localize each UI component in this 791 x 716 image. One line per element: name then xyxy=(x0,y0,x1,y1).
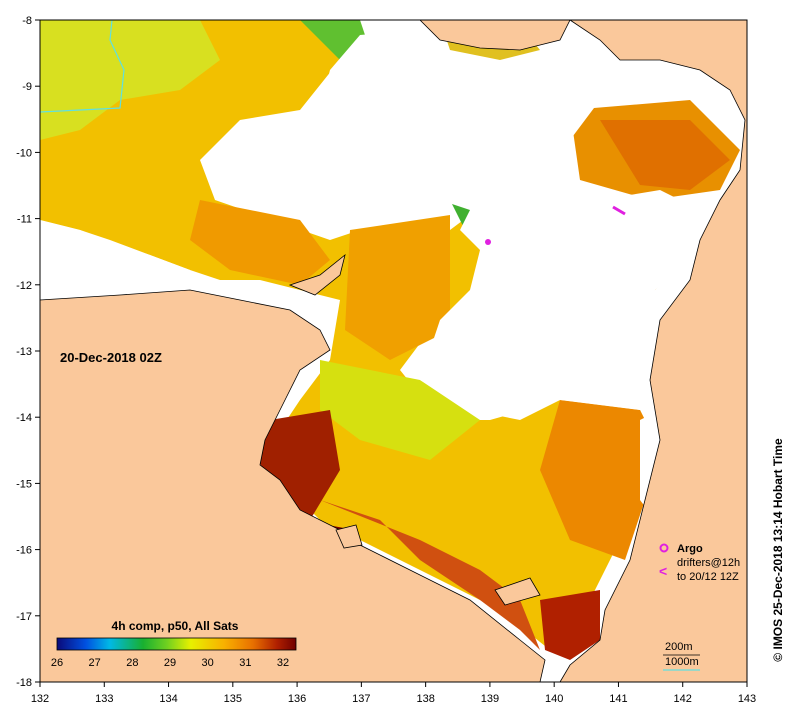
argo-float-icon xyxy=(485,239,491,245)
x-axis: 132 133 134 135 136 137 138 139 140 141 142 143 xyxy=(31,682,756,705)
y-axis: -8 -9 -10 -11 -12 -13 -14 -15 -16 -17 -18 xyxy=(16,15,40,689)
x-tick-label: 132 xyxy=(31,693,49,705)
copyright-label: © IMOS 25-Dec-2018 13:14 Hobart Time xyxy=(771,438,785,662)
legend-depth-1000: 1000m xyxy=(665,656,699,668)
y-tick-label: -10 xyxy=(16,147,32,159)
cape-york-peninsula xyxy=(559,19,748,683)
groote-eylandt xyxy=(335,524,363,549)
y-tick-label: -18 xyxy=(16,677,32,689)
argo-markers xyxy=(485,205,626,245)
legend-drifters-line2: to 20/12 12Z xyxy=(677,571,739,583)
colorbar-tick-label: 31 xyxy=(239,657,251,669)
colorbar-tick-label: 29 xyxy=(164,657,176,669)
y-tick-label: -16 xyxy=(16,545,32,557)
x-tick-label: 140 xyxy=(545,693,563,705)
x-tick-label: 143 xyxy=(738,693,756,705)
wessel-islands xyxy=(288,253,346,296)
land xyxy=(39,19,748,683)
drifter-track-icon xyxy=(612,205,626,216)
legend-depth-200: 200m xyxy=(665,641,693,653)
x-tick-label: 133 xyxy=(95,693,113,705)
x-tick-label: 138 xyxy=(416,693,434,705)
colorbar-tick-label: 32 xyxy=(277,657,289,669)
colorbar-tick-label: 30 xyxy=(202,657,214,669)
date-label: 20-Dec-2018 02Z xyxy=(60,350,162,365)
drifter-legend-icon: < xyxy=(659,563,667,579)
colorbar-tick-label: 26 xyxy=(51,657,63,669)
x-tick-label: 134 xyxy=(159,693,177,705)
depth-contour-200m xyxy=(39,19,125,113)
colorbar-tick-label: 28 xyxy=(126,657,138,669)
colorbar: 4h comp, p50, All Sats 26 27 28 29 30 31 32 xyxy=(51,619,297,669)
mornington-island xyxy=(494,577,541,606)
x-tick-label: 136 xyxy=(288,693,306,705)
y-tick-label: -14 xyxy=(16,412,32,424)
legend-argo: Argo xyxy=(677,543,703,555)
x-tick-label: 141 xyxy=(609,693,627,705)
y-tick-label: -17 xyxy=(16,611,32,623)
argo-legend-icon xyxy=(659,543,669,553)
y-tick-label: -15 xyxy=(16,478,32,490)
x-tick-label: 135 xyxy=(224,693,242,705)
y-tick-label: -9 xyxy=(22,81,32,93)
colorbar-title: 4h comp, p50, All Sats xyxy=(112,619,239,633)
y-tick-label: -11 xyxy=(17,214,32,226)
x-tick-label: 139 xyxy=(481,693,499,705)
y-tick-label: -8 xyxy=(22,15,32,27)
y-tick-label: -12 xyxy=(16,280,32,292)
no-data-areas xyxy=(40,30,700,520)
x-tick-label: 137 xyxy=(352,693,370,705)
x-tick-label: 142 xyxy=(674,693,692,705)
legend-drifters-line1: drifters@12h xyxy=(677,557,740,569)
colorbar-tick-label: 27 xyxy=(89,657,101,669)
legend: Argo < drifters@12h to 20/12 12Z 200m 10… xyxy=(659,543,740,671)
y-tick-label: -13 xyxy=(16,346,32,358)
arnhem-land xyxy=(39,289,546,683)
colorbar-gradient xyxy=(56,637,297,651)
